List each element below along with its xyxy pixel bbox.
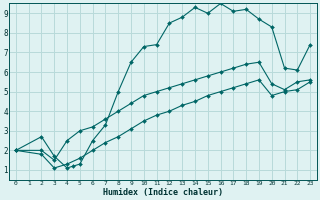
X-axis label: Humidex (Indice chaleur): Humidex (Indice chaleur) xyxy=(103,188,223,197)
